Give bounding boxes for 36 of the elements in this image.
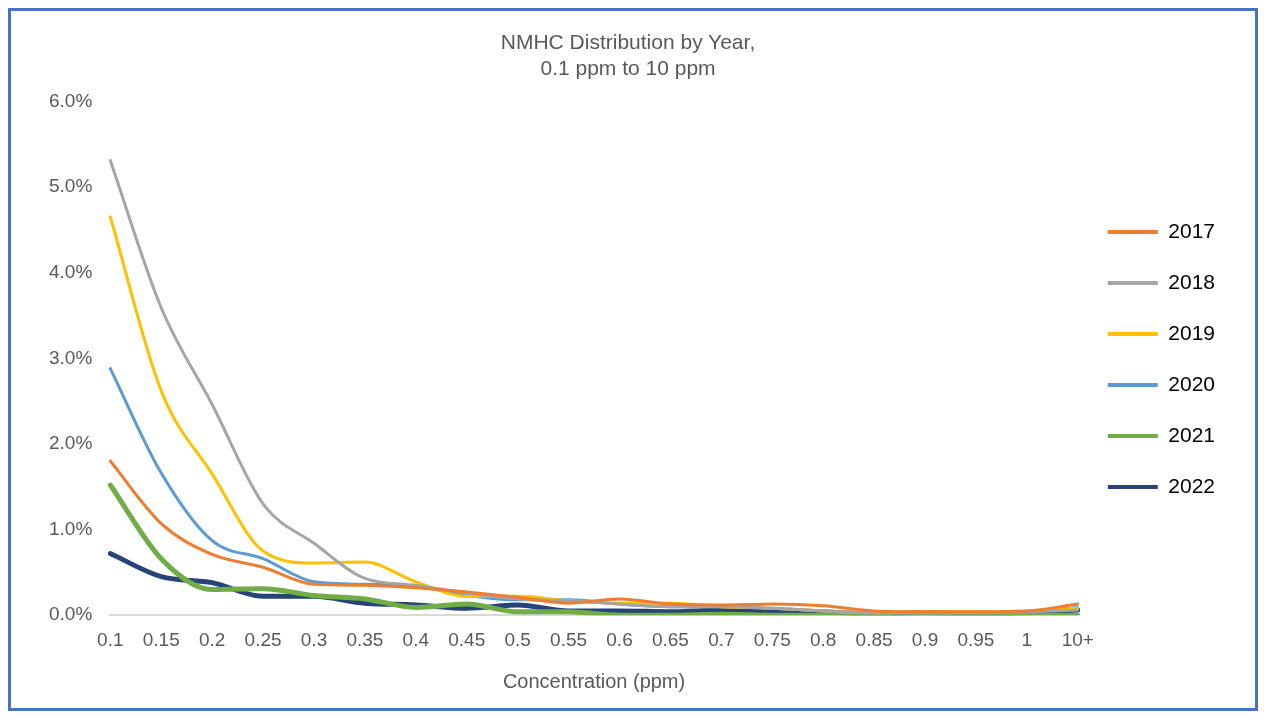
legend-label: 2017 bbox=[1168, 218, 1215, 242]
x-axis-title: Concentration (ppm) bbox=[502, 669, 686, 692]
y-tick-label: 5.0% bbox=[48, 175, 93, 197]
y-tick-label: 6.0% bbox=[48, 89, 93, 111]
x-tick-label: 0.65 bbox=[651, 628, 689, 650]
x-tick-label: 0.35 bbox=[346, 628, 384, 650]
x-tick-label: 0.75 bbox=[753, 628, 791, 650]
x-tick-label: 0.15 bbox=[142, 628, 180, 650]
x-tick-label: 0.8 bbox=[809, 628, 837, 650]
chart-title: NMHC Distribution by Year, 0.1 ppm to 10 ppm bbox=[500, 30, 756, 79]
x-tick-label: 0.7 bbox=[708, 628, 735, 650]
y-tick-label: 1.0% bbox=[48, 517, 93, 539]
x-tick-label: 0.2 bbox=[198, 628, 226, 650]
x-tick-label: 0.85 bbox=[855, 628, 893, 650]
line-series bbox=[108, 459, 1080, 614]
x-tick-label: 0.45 bbox=[448, 628, 486, 650]
legend-label: 2021 bbox=[1168, 422, 1215, 446]
y-tick-label: 4.0% bbox=[48, 260, 93, 282]
legend-label: 2019 bbox=[1168, 320, 1215, 344]
x-tick-label: 0.3 bbox=[300, 628, 328, 650]
x-tick-label: 0.95 bbox=[957, 628, 995, 650]
y-tick-label: 3.0% bbox=[48, 346, 93, 368]
legend-label: 2020 bbox=[1168, 371, 1215, 395]
x-tick-label: 0.55 bbox=[550, 628, 588, 650]
x-tick-label: 0.5 bbox=[504, 628, 531, 650]
x-tick-label: 0.1 bbox=[97, 628, 124, 650]
y-tick-label: 2.0% bbox=[48, 432, 93, 454]
x-tick-label: 10+ bbox=[1061, 628, 1094, 650]
y-tick-label: 0.0% bbox=[48, 603, 93, 625]
x-tick-label: 0.6 bbox=[606, 628, 633, 650]
x-tick-label: 0.9 bbox=[911, 628, 939, 650]
x-tick-label: 0.4 bbox=[402, 628, 430, 650]
legend-label: 2022 bbox=[1168, 473, 1215, 497]
x-tick-label: 1 bbox=[1021, 628, 1033, 650]
x-tick-label: 0.25 bbox=[244, 628, 282, 650]
legend-label: 2018 bbox=[1168, 269, 1215, 293]
